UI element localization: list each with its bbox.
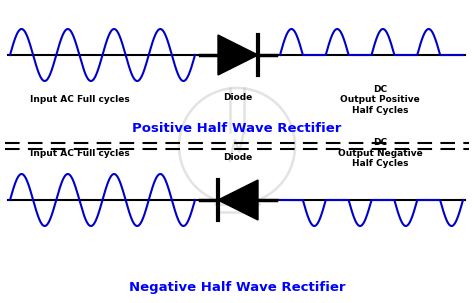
Text: Input AC Full cycles: Input AC Full cycles bbox=[30, 149, 130, 158]
Polygon shape bbox=[218, 180, 258, 220]
Text: Input AC Full cycles: Input AC Full cycles bbox=[30, 95, 130, 104]
Text: Diode: Diode bbox=[223, 93, 253, 102]
Text: Diode: Diode bbox=[223, 153, 253, 162]
Text: Negative Half Wave Rectifier: Negative Half Wave Rectifier bbox=[129, 281, 345, 295]
Text: DC
Output Positive
Half Cycles: DC Output Positive Half Cycles bbox=[340, 85, 420, 115]
Text: Positive Half Wave Rectifier: Positive Half Wave Rectifier bbox=[132, 122, 342, 135]
Polygon shape bbox=[218, 35, 258, 75]
Text: DC
Output Negative
Half Cycles: DC Output Negative Half Cycles bbox=[337, 138, 422, 168]
